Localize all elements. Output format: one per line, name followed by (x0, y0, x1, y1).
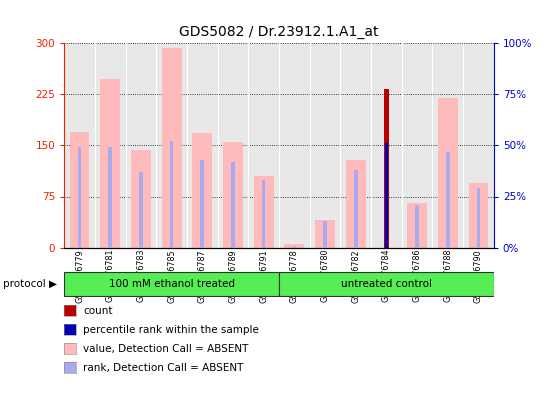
Bar (78, 147, 81, 248)
Text: value, Detection Call = ABSENT: value, Detection Call = ABSENT (83, 344, 248, 354)
Bar (70, 132, 89, 248)
Bar (231, 162, 235, 248)
Bar (354, 170, 358, 248)
Bar (200, 160, 204, 248)
Bar (315, 220, 335, 248)
Bar (285, 244, 304, 248)
Bar (384, 89, 388, 248)
Bar (131, 150, 151, 248)
Bar (446, 152, 450, 248)
Text: count: count (83, 307, 113, 316)
Bar (100, 79, 120, 248)
Bar (262, 180, 266, 248)
Bar (438, 98, 458, 248)
Title: GDS5082 / Dr.23912.1.A1_at: GDS5082 / Dr.23912.1.A1_at (179, 26, 379, 39)
Bar (346, 160, 365, 248)
Bar (223, 142, 243, 248)
Bar (162, 48, 181, 248)
Text: untreated control: untreated control (341, 279, 432, 289)
Bar (280, 272, 493, 296)
Text: rank, Detection Call = ABSENT: rank, Detection Call = ABSENT (83, 363, 243, 373)
Bar (385, 143, 388, 248)
Bar (193, 133, 212, 248)
Bar (415, 205, 419, 248)
Bar (292, 246, 296, 248)
Bar (254, 176, 273, 248)
Text: protocol ▶: protocol ▶ (3, 279, 57, 289)
Bar (323, 221, 327, 248)
Bar (108, 147, 112, 248)
Bar (477, 188, 480, 248)
Bar (139, 172, 143, 248)
Bar (469, 183, 488, 248)
Bar (65, 272, 278, 296)
Bar (407, 203, 427, 248)
Text: 100 mM ethanol treated: 100 mM ethanol treated (109, 279, 234, 289)
Bar (170, 141, 174, 248)
Text: percentile rank within the sample: percentile rank within the sample (83, 325, 259, 335)
